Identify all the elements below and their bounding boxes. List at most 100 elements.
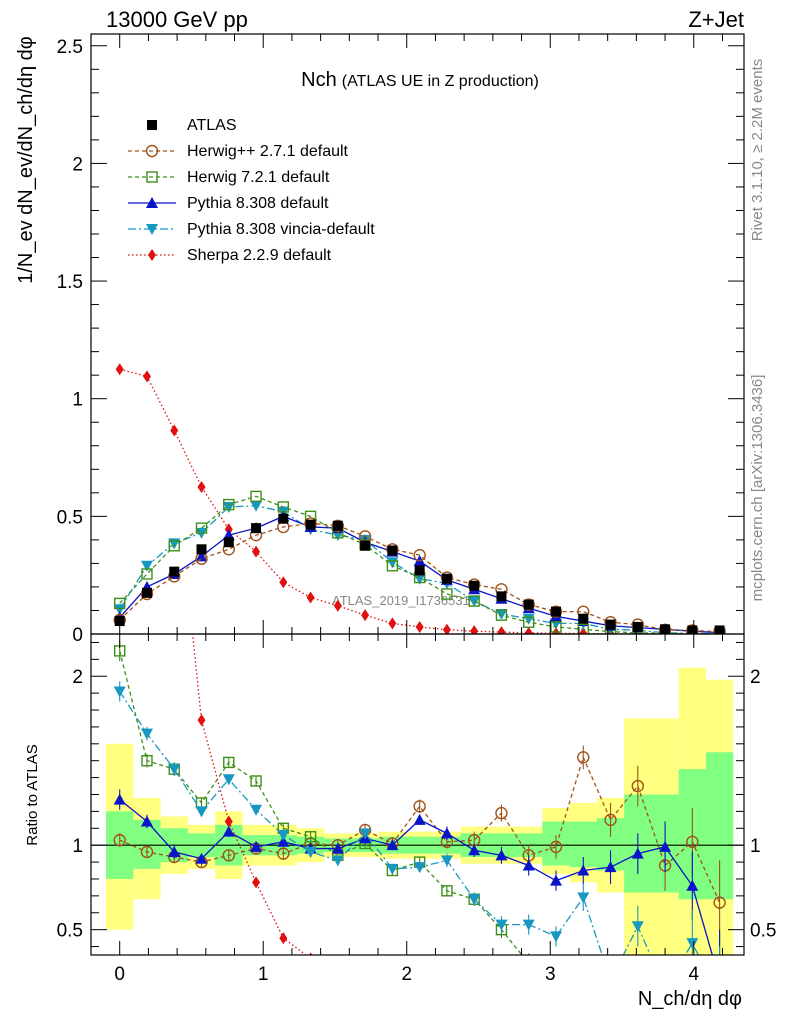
ratio-y-tick-label-left: 0.5	[57, 921, 83, 942]
ratio-point	[250, 804, 263, 816]
y-tick-label: 1.5	[57, 272, 83, 293]
data-point	[332, 520, 343, 531]
data-point	[442, 623, 451, 634]
ratio-point	[495, 849, 508, 861]
legend-markers	[128, 120, 176, 261]
legend-label-herwigpp: Herwig++ 2.7.1 default	[187, 143, 349, 160]
data-point	[195, 522, 208, 534]
y-tick-label: 0.5	[57, 507, 83, 528]
ratio-point	[222, 774, 235, 786]
axis-ticks	[90, 34, 744, 955]
ratio-point	[223, 756, 235, 769]
ratio-point	[714, 974, 726, 985]
series-line	[119, 495, 720, 634]
ratio-y-axis-label: Ratio to ATLAS	[24, 744, 41, 845]
y-tick-label: 2	[72, 154, 83, 175]
series-herwig-2-7-1-default	[113, 517, 726, 634]
data-point	[387, 545, 398, 556]
data-point	[495, 609, 508, 621]
ratio-point	[443, 995, 451, 1007]
ratio-y-tick-label-left: 2	[72, 667, 83, 688]
header-left: 13000 GeV pp	[106, 7, 248, 32]
ratio-point	[606, 984, 616, 994]
ratio-point	[222, 849, 235, 862]
ratio-point	[607, 1004, 615, 1016]
data-point	[386, 560, 399, 572]
ratio-point	[440, 855, 453, 867]
ratio-point	[549, 931, 562, 943]
data-point	[223, 498, 235, 511]
data-point	[170, 424, 179, 437]
ratio-point	[334, 964, 342, 976]
ratio-point	[197, 714, 206, 727]
data-point	[413, 548, 426, 562]
ratio-point	[416, 990, 424, 1002]
series-line	[119, 368, 720, 634]
ratio-point	[604, 813, 617, 827]
side-label-mcplots: mcplots.cern.ch [arXiv:1306.3436]	[749, 375, 766, 602]
data-point	[250, 490, 262, 503]
legend-marker	[147, 120, 157, 130]
data-point	[140, 560, 153, 572]
ratio-point	[631, 779, 644, 793]
main-y-axis-label: 1/N_ev dN_ev/dN_ch/dη dφ	[15, 36, 37, 284]
data-point	[251, 523, 262, 534]
ratio-point	[713, 896, 726, 909]
data-point	[250, 500, 263, 512]
data-point	[141, 587, 152, 598]
ratio-point	[549, 874, 562, 886]
data-point	[469, 580, 480, 591]
y-tick-label: 1	[72, 390, 83, 411]
main-plot-area	[113, 363, 726, 634]
data-point	[279, 576, 288, 589]
axis-tick-labels: 0 1 2 3 4 0 0.5 1 1.5 2 2.5 0.5 0.5 1 1 2 2	[57, 37, 777, 985]
data-point	[195, 550, 208, 562]
legend-label-sherpa: Sherpa 2.2.9 default	[187, 247, 332, 264]
data-point	[277, 501, 290, 513]
data-point	[223, 537, 234, 548]
main-title: Nch (ATLAS UE in Z production)	[301, 69, 539, 91]
ratio-point	[413, 800, 426, 813]
data-point	[578, 613, 589, 624]
main-title-text: Nch	[301, 69, 337, 91]
ratio-point	[388, 986, 396, 998]
ratio-point	[168, 845, 181, 857]
ratio-point	[140, 728, 153, 740]
ratio-point	[686, 879, 699, 891]
legend-label-vincia: Pythia 8.308 vincia-default	[187, 221, 375, 238]
data-point	[577, 623, 589, 634]
ratio-series-pythia-8-308-vincia-default	[113, 681, 721, 955]
legend-label-atlas: ATLAS	[187, 117, 237, 134]
ratio-point	[222, 825, 235, 837]
ratio-point	[140, 845, 154, 859]
legend-marker	[145, 144, 159, 158]
ratio-point	[631, 921, 644, 933]
ratio-point	[359, 828, 372, 840]
data-point	[169, 566, 180, 577]
main-subtitle-text: (ATLAS UE in Z production)	[342, 73, 539, 90]
ratio-series-sherpa-2-2-9-default	[191, 634, 615, 1016]
ratio-point	[495, 806, 508, 820]
data-point	[113, 604, 126, 616]
data-point	[441, 588, 453, 600]
ratio-point	[113, 793, 126, 805]
ratio-point	[168, 764, 181, 776]
ratio-point	[386, 863, 399, 875]
data-point	[468, 595, 480, 607]
ratio-point	[525, 1001, 533, 1013]
y-tick-label: 2.5	[57, 37, 83, 58]
ratio-point	[578, 975, 588, 985]
ratio-y-tick-label-right: 2	[750, 667, 761, 688]
ratio-point	[308, 952, 313, 955]
ratio-y-tick-label-left: 1	[72, 836, 83, 857]
ratio-point	[304, 846, 317, 858]
ratio-point	[524, 958, 534, 968]
data-point	[605, 619, 616, 630]
legend-label-pythia: Pythia 8.308 default	[187, 195, 329, 212]
data-point	[331, 519, 345, 532]
ratio-point	[604, 861, 617, 873]
data-point	[114, 597, 126, 610]
legend-marker	[146, 224, 158, 235]
x-tick-label: 3	[545, 964, 556, 985]
